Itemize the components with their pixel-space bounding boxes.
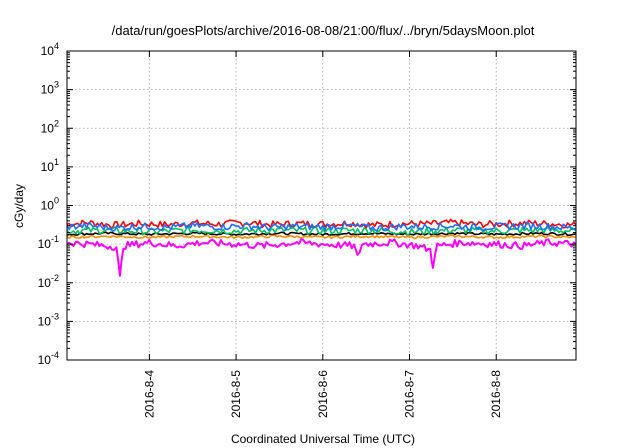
y-tick-label: 104	[41, 41, 59, 58]
x-tick-label: 2016-8-5	[229, 370, 243, 418]
y-tick-label: 101	[41, 157, 59, 174]
series-line-6	[66, 238, 577, 277]
ticks: 10-4 10-3 10-2 10-1 100 101 102 103 104 2016-8-4 2…	[38, 41, 576, 418]
series-layer	[66, 218, 577, 277]
y-tick-label: 103	[41, 80, 59, 97]
x-tick-label: 2016-8-4	[142, 370, 156, 418]
series-line-2	[66, 231, 577, 237]
y-tick-label: 100	[41, 196, 59, 213]
x-tick-label: 2016-8-7	[403, 370, 417, 418]
chart-title: /data/run/goesPlots/archive/2016-08-08/2…	[112, 23, 535, 38]
series-line-4	[66, 234, 577, 240]
y-tick-label: 10-4	[38, 350, 59, 367]
y-axis-label: cGy/day	[12, 184, 26, 228]
x-tick-label: 2016-8-6	[316, 370, 330, 418]
series-line-5	[66, 221, 577, 233]
y-tick-label: 10-2	[38, 273, 59, 290]
y-tick-label: 10-3	[38, 311, 59, 328]
x-tick-label: 2016-8-8	[489, 370, 503, 418]
series-line-1	[66, 218, 577, 229]
grid	[67, 51, 576, 360]
y-tick-label: 102	[41, 118, 59, 135]
y-tick-label: 10-1	[38, 234, 59, 251]
x-axis-label: Coordinated Universal Time (UTC)	[231, 432, 415, 446]
